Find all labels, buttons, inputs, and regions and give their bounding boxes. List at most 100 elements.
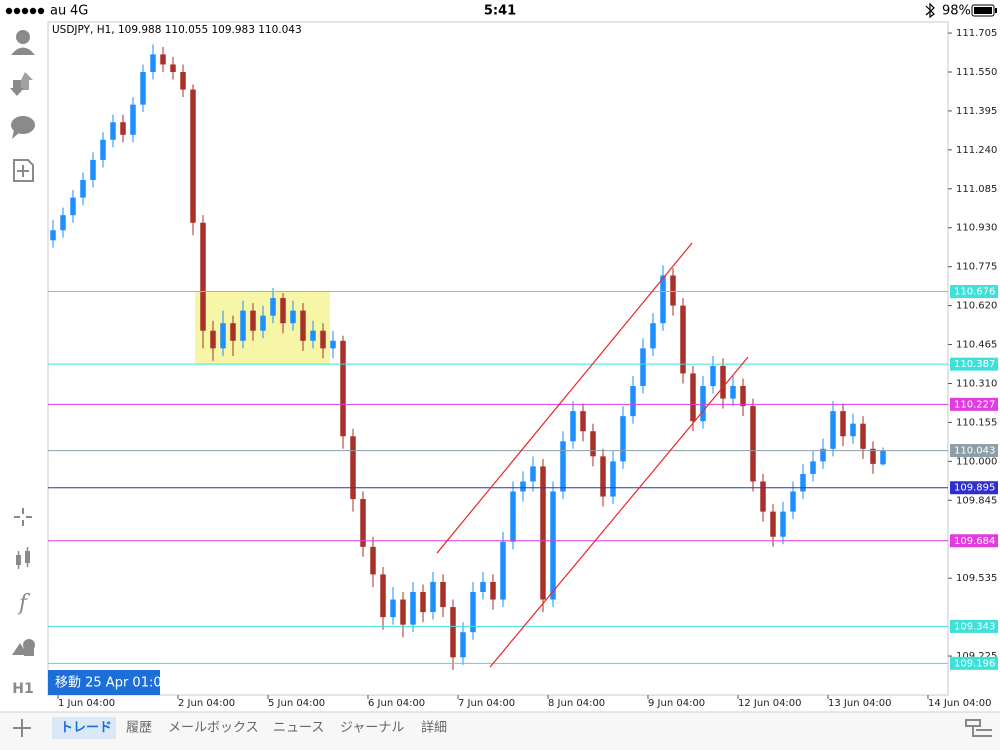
x-tick-label: 2 Jun 04:00	[178, 698, 235, 709]
candle-body	[370, 546, 376, 575]
add-button[interactable]	[13, 719, 31, 737]
chat-icon[interactable]	[11, 116, 35, 139]
crosshair-label: 移動 25 Apr 01:00	[55, 676, 170, 691]
candle-body	[470, 592, 476, 633]
timeframe-button[interactable]: H1	[12, 681, 33, 697]
account-icon[interactable]	[11, 30, 35, 55]
candle-body	[50, 230, 56, 241]
channel-line	[436, 242, 693, 554]
tab[interactable]: ニュース	[273, 721, 324, 736]
battery-icon	[971, 4, 995, 17]
candle-body	[440, 581, 446, 608]
candle-body	[260, 315, 266, 331]
candle-body	[600, 456, 606, 497]
price-level-label: 109.196	[954, 658, 995, 669]
candle-body	[410, 592, 416, 625]
candle-body	[530, 466, 536, 482]
carrier: au	[50, 4, 66, 19]
y-tick-label: 111.550	[956, 67, 997, 78]
y-tick-label: 111.705	[956, 28, 997, 39]
candle-body	[90, 159, 96, 181]
trade-icon[interactable]	[10, 72, 33, 96]
plot-area	[48, 32, 952, 699]
candle-body	[740, 386, 746, 407]
objects-icon[interactable]	[12, 639, 35, 656]
candle-body	[390, 599, 396, 618]
x-tick-label: 13 Jun 04:00	[828, 698, 892, 709]
new-order-icon[interactable]	[13, 159, 34, 182]
candle-body	[490, 581, 496, 600]
y-tick-label: 109.845	[956, 495, 997, 506]
clock: 5:41	[484, 4, 516, 19]
battery-tip	[995, 8, 997, 13]
bluetooth-icon	[925, 2, 935, 19]
candle-body	[880, 450, 886, 465]
y-tick-label: 109.535	[956, 573, 997, 584]
candle-body	[800, 473, 806, 492]
candle-body	[570, 411, 576, 442]
candle-body	[500, 541, 506, 600]
candle-body	[700, 386, 706, 422]
candle-body	[460, 632, 466, 658]
candle-body	[240, 310, 246, 341]
candle-body	[770, 511, 776, 537]
candle-body	[180, 71, 186, 90]
y-tick-label: 109.225	[956, 651, 997, 662]
tab[interactable]: ジャーナル	[340, 721, 404, 736]
candle-body	[200, 222, 206, 331]
candle-body	[420, 592, 426, 613]
price-level-tag	[950, 619, 998, 633]
price-level-tag	[950, 444, 998, 458]
candle-body	[80, 180, 86, 198]
candle-body	[340, 340, 346, 437]
network: 4G	[70, 4, 88, 19]
tab[interactable]: 詳細	[421, 720, 447, 736]
tab-bar	[0, 712, 1000, 750]
candle-body	[400, 599, 406, 625]
candle-body	[690, 373, 696, 422]
candle-body	[580, 411, 586, 432]
chart-title: USDJPY, H1, 109.988 110.055 109.983 110.…	[52, 24, 302, 36]
candle-body	[220, 323, 226, 349]
candle-body	[230, 323, 236, 341]
candle-body	[360, 499, 366, 547]
tab[interactable]: メールボックス	[168, 721, 259, 736]
y-tick-label: 111.395	[956, 106, 997, 117]
candle-body	[650, 323, 656, 349]
chart-type-icon[interactable]	[16, 547, 30, 569]
candle-body	[620, 416, 626, 462]
y-tick-label: 111.240	[956, 145, 997, 156]
candle-body	[850, 423, 856, 437]
candle-body	[790, 491, 796, 512]
candle-body	[640, 348, 646, 387]
price-level-tag	[950, 656, 998, 670]
chart-frame	[47, 21, 949, 696]
y-tick-label: 110.775	[956, 262, 997, 273]
layout-icon[interactable]	[965, 719, 992, 737]
candle-body	[720, 365, 726, 399]
y-tick-label: 110.310	[956, 378, 997, 389]
candle-body	[870, 448, 876, 464]
price-level-label: 110.387	[954, 359, 995, 370]
battery-level	[974, 7, 992, 14]
candle-body	[250, 310, 256, 331]
tab[interactable]: 履歴	[126, 721, 152, 736]
price-level-tag	[950, 357, 998, 371]
candle-body	[170, 64, 176, 72]
price-level-label: 110.043	[954, 446, 995, 457]
tab[interactable]: トレード	[60, 721, 112, 736]
candle-body	[60, 215, 66, 231]
candle-body	[330, 340, 336, 349]
signal-dots	[5, 7, 45, 15]
y-tick-label: 110.155	[956, 417, 997, 428]
candle-body	[120, 122, 126, 135]
candle-body	[780, 511, 786, 537]
candle-body	[140, 71, 146, 105]
x-tick-label: 7 Jun 04:00	[458, 698, 515, 709]
crosshair-icon[interactable]	[14, 508, 32, 526]
candle-body	[860, 423, 866, 449]
y-tick-label: 110.930	[956, 223, 997, 234]
price-level-tag	[950, 534, 998, 548]
